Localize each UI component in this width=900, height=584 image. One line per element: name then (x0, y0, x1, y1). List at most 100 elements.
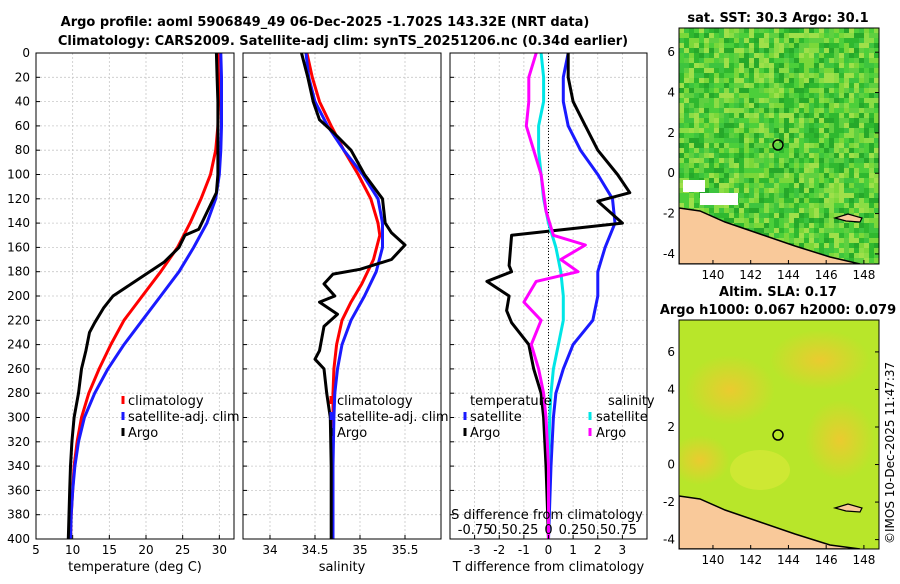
sst-cell (834, 138, 839, 143)
sst-cell (749, 38, 754, 43)
sst-cell (779, 223, 784, 228)
sst-cell (779, 38, 784, 43)
sst-cell (764, 33, 769, 38)
sst-cell (679, 48, 684, 53)
s-difference-tick-label: 0 (544, 523, 552, 538)
sst-cell (744, 88, 749, 93)
sst-cell (769, 208, 774, 213)
sst-cell (759, 123, 764, 128)
sst-cell (799, 173, 804, 178)
sst-cell (864, 208, 869, 213)
sst-cell (814, 213, 819, 218)
sst-cell (704, 38, 709, 43)
sst-cell (729, 33, 734, 38)
sst-cell (774, 53, 779, 58)
sst-cell (824, 158, 829, 163)
sst-cell (769, 38, 774, 43)
sla-argo-marker (772, 429, 784, 441)
sst-cell (719, 53, 724, 58)
sst-cell (739, 213, 744, 218)
sst-cell (849, 138, 854, 143)
sst-cell (874, 113, 879, 118)
sst-cell (844, 143, 849, 148)
sst-cell (874, 178, 879, 183)
sst-cell (694, 143, 699, 148)
sst-cell (679, 138, 684, 143)
sst-cell (744, 133, 749, 138)
sst-cell (729, 163, 734, 168)
sst-cell (719, 33, 724, 38)
sst-cell (759, 143, 764, 148)
x-tick-label: 35 (352, 543, 367, 557)
sst-cell (699, 83, 704, 88)
sst-cell (784, 218, 789, 223)
sst-cell (764, 53, 769, 58)
sst-cell (689, 168, 694, 173)
sst-cell (759, 158, 764, 163)
sst-cell (729, 58, 734, 63)
x-tick-label: 5 (32, 543, 40, 557)
sst-cell (779, 108, 784, 113)
sst-cell (754, 188, 759, 193)
sst-cell (859, 153, 864, 158)
sst-cell (869, 48, 874, 53)
sst-cell (724, 163, 729, 168)
sst-cell (874, 123, 879, 128)
sst-cell (844, 153, 849, 158)
x-tick-label: 30 (212, 543, 227, 557)
sst-cell (794, 198, 799, 203)
sst-cell (764, 148, 769, 153)
sst-cell (689, 143, 694, 148)
sst-cell (684, 203, 689, 208)
sst-cell (689, 28, 694, 33)
sst-cell (764, 193, 769, 198)
sst-cell (724, 153, 729, 158)
sst-cell (794, 93, 799, 98)
sst-cell (834, 243, 839, 248)
sst-cell (739, 143, 744, 148)
sst-cell (839, 218, 844, 223)
y-tick-label: 240 (7, 338, 30, 352)
legend-label-argo: Argo (337, 426, 367, 441)
sst-cell (704, 88, 709, 93)
sst-cell (779, 173, 784, 178)
sst-cell (819, 43, 824, 48)
sst-cell (814, 113, 819, 118)
map-y-tick-label: 4 (667, 382, 675, 396)
sst-cell (869, 103, 874, 108)
sst-cell (724, 148, 729, 153)
sst-cell (744, 188, 749, 193)
sst-cell (769, 53, 774, 58)
sst-cell (824, 173, 829, 178)
sst-cell (869, 143, 874, 148)
legend-label-satellite: satellite-adj. clim (337, 410, 449, 425)
sst-cell (769, 203, 774, 208)
sst-cell (764, 218, 769, 223)
sst-cell (734, 133, 739, 138)
sst-cell (829, 83, 834, 88)
sst-cell (844, 28, 849, 33)
sst-cell (809, 148, 814, 153)
sst-cell (704, 108, 709, 113)
sst-cell (869, 93, 874, 98)
sst-cell (739, 203, 744, 208)
sst-cell (864, 48, 869, 53)
sst-cell (829, 78, 834, 83)
sst-cell (799, 138, 804, 143)
sst-cell (849, 88, 854, 93)
sst-cell (759, 133, 764, 138)
sst-cell (714, 48, 719, 53)
sst-cell (874, 143, 879, 148)
sst-cell (844, 198, 849, 203)
sst-cell (859, 48, 864, 53)
sst-cell (834, 173, 839, 178)
sst-map-frame (678, 27, 880, 265)
sst-cell (854, 243, 859, 248)
sst-cell (754, 213, 759, 218)
sst-cell (814, 183, 819, 188)
sst-cell (774, 168, 779, 173)
sst-cell (854, 178, 859, 183)
sst-cell (829, 158, 834, 163)
sst-cell (839, 138, 844, 143)
sst-cell (854, 133, 859, 138)
